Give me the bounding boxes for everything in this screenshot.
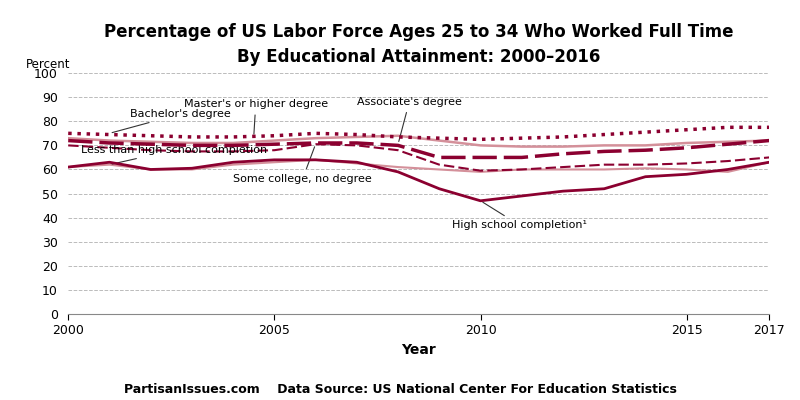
Text: Some college, no degree: Some college, no degree (233, 147, 372, 184)
X-axis label: Year: Year (402, 343, 436, 357)
Text: Associate's degree: Associate's degree (357, 97, 462, 142)
Text: Less than high school completion: Less than high school completion (81, 145, 266, 164)
Title: Percentage of US Labor Force Ages 25 to 34 Who Worked Full Time
By Educational A: Percentage of US Labor Force Ages 25 to … (104, 23, 734, 66)
Text: Percent: Percent (26, 58, 70, 71)
Text: Bachelor's degree: Bachelor's degree (112, 109, 230, 133)
Text: Master's or higher degree: Master's or higher degree (184, 100, 328, 134)
Text: High school completion¹: High school completion¹ (452, 202, 586, 230)
Text: PartisanIssues.com    Data Source: US National Center For Education Statistics: PartisanIssues.com Data Source: US Natio… (123, 383, 677, 396)
